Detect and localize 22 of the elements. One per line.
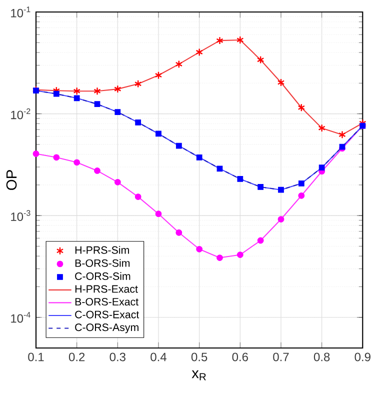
x-tick-label: 0.1 <box>28 352 44 362</box>
x-tick-label: 0.9 <box>354 352 370 362</box>
x-tick-label: 0.4 <box>150 352 166 362</box>
x-tick-label: 0.5 <box>191 352 208 362</box>
x-tick-label: 0.7 <box>273 352 289 362</box>
x-tick-label: 0.6 <box>232 352 248 362</box>
y-tick-label: 10$^{-2}$ <box>11 108 30 120</box>
y-axis-title: OP <box>6 170 17 190</box>
y-tick-label: 10$^{-3}$ <box>11 210 30 221</box>
y-tick-label: 10$^{-1}$ <box>11 6 30 18</box>
x-tick-label: 0.3 <box>110 352 126 362</box>
legend-label: C-ORS-Sim <box>75 272 130 280</box>
legend-label: C-ORS-Asym <box>75 324 138 334</box>
legend-label: C-ORS-Exact <box>75 310 140 318</box>
y-tick-label: 10$^{-4}$ <box>11 312 30 323</box>
legend-label: H-PRS-Exact <box>75 285 138 293</box>
x-axis-title: x$_{R}$ <box>192 370 206 380</box>
x-tick-label: 0.2 <box>68 352 85 362</box>
x-tick-label: 0.8 <box>314 352 330 362</box>
legend-label: H-PRS-Sim <box>75 246 129 254</box>
legend-label: B-ORS-Sim <box>75 259 130 267</box>
legend-label: B-ORS-Exact <box>75 298 138 306</box>
